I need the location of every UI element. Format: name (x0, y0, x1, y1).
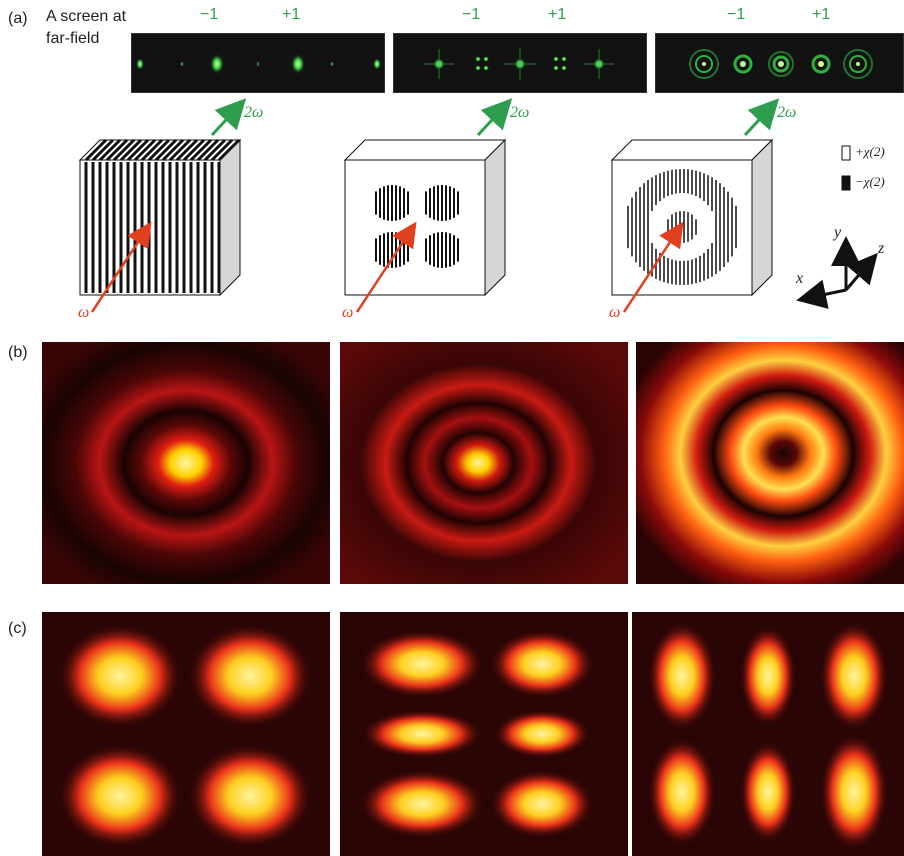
panel-a-label: (a) (8, 10, 28, 27)
crystal-ring (610, 98, 780, 313)
axis-label-y: y (834, 224, 842, 241)
output-label-3: 2ω (777, 104, 797, 121)
coordinate-axes (796, 236, 878, 309)
order-minus1-1: −1 (200, 6, 219, 23)
crystal-quad (343, 98, 513, 313)
panel-b-label: (b) (8, 344, 28, 361)
output-label-2: 2ω (510, 104, 530, 121)
sh-beam-image-c3 (632, 612, 904, 856)
order-plus1-3: +1 (812, 6, 831, 23)
sh-beam-image-c1 (42, 612, 330, 856)
screen-label-line2: far-field (46, 30, 100, 47)
sh-beam-image-b3 (636, 342, 904, 584)
sh-beam-image-b1 (42, 342, 330, 584)
order-minus1-2: −1 (462, 6, 481, 23)
far-field-screen-2 (393, 33, 647, 93)
input-label-1: ω (78, 304, 90, 321)
axis-label-x: x (796, 270, 804, 287)
crystal-diagrams (78, 98, 878, 313)
order-minus1-3: −1 (727, 6, 746, 23)
output-label-1: 2ω (244, 104, 264, 121)
legend-negative-box (841, 175, 851, 191)
legend-positive-box (841, 145, 851, 161)
far-field-screen-1 (131, 33, 385, 93)
crystal-periodic (78, 98, 247, 313)
sh-beam-image-c2 (340, 612, 628, 856)
order-plus1-1: +1 (282, 6, 301, 23)
legend-negative-label: −χ(2) (855, 174, 885, 189)
input-label-2: ω (342, 304, 354, 321)
input-label-3: ω (609, 304, 621, 321)
sh-beam-image-b2 (340, 342, 628, 584)
legend-positive-label: +χ(2) (855, 144, 885, 159)
order-plus1-2: +1 (548, 6, 567, 23)
far-field-screen-3 (655, 33, 904, 93)
screen-label-line1: A screen at (46, 8, 127, 25)
axis-label-z: z (878, 240, 885, 257)
panel-c-label: (c) (8, 620, 27, 637)
